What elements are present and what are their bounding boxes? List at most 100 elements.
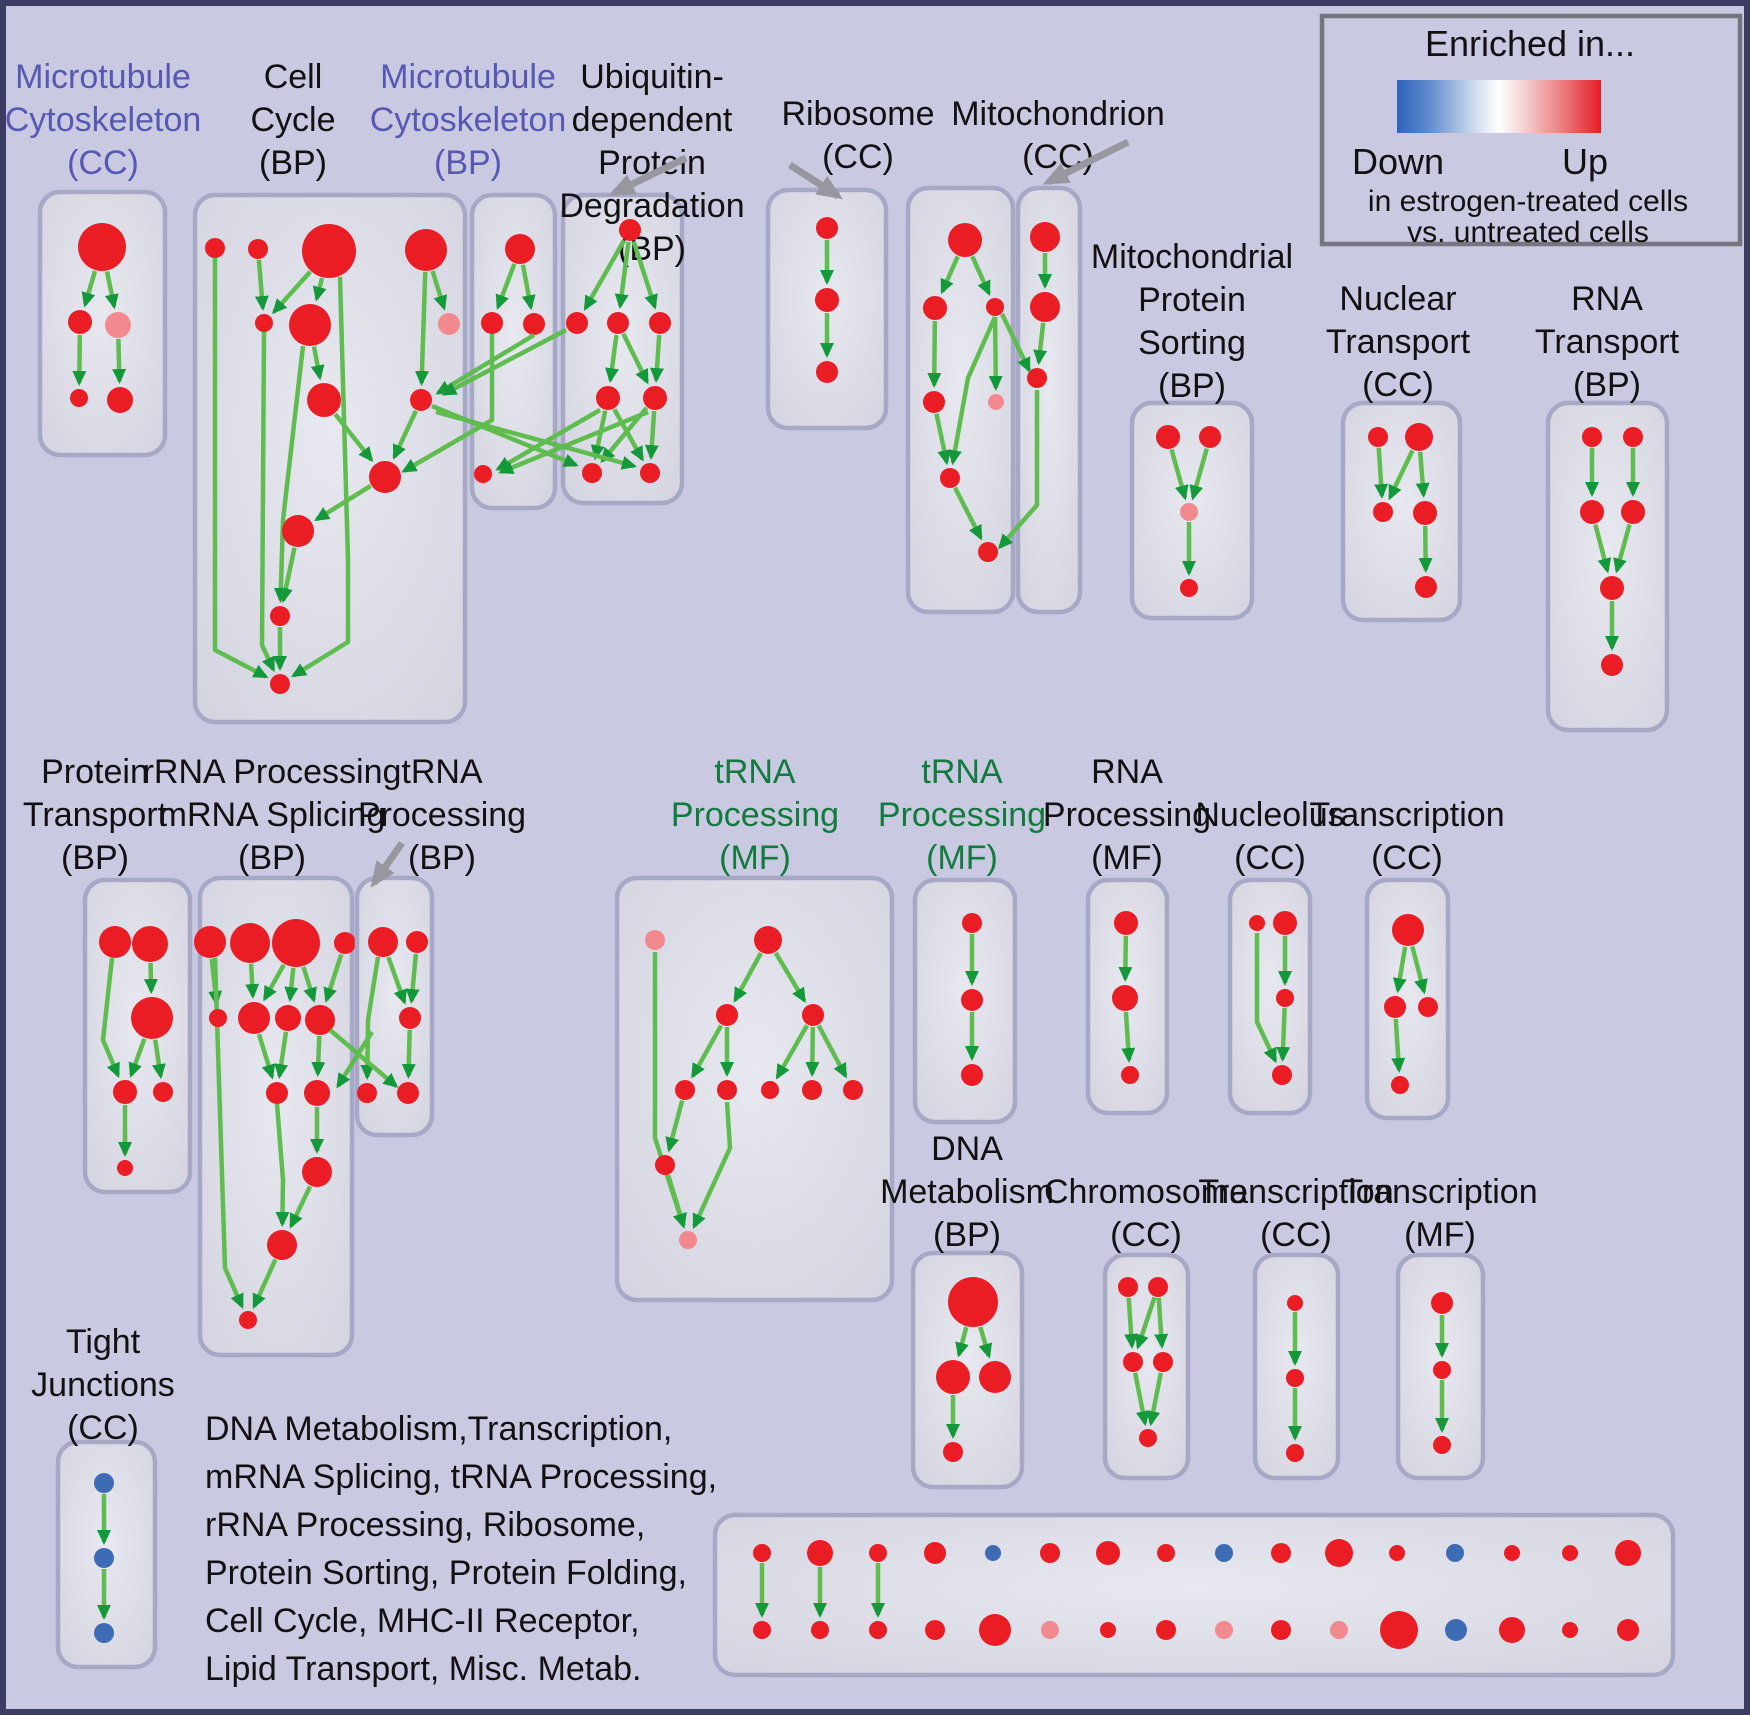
go-term-node bbox=[505, 234, 535, 264]
go-term-node bbox=[988, 394, 1004, 410]
edge bbox=[1410, 945, 1428, 995]
cluster-box bbox=[82, 877, 193, 1195]
cluster-label: (MF) bbox=[1404, 1216, 1476, 1254]
cluster-label: Chromosome bbox=[1044, 1173, 1248, 1211]
go-term-node bbox=[289, 304, 331, 346]
go-term-node bbox=[194, 926, 226, 958]
cluster-label: DNA bbox=[931, 1130, 1003, 1168]
go-term-node bbox=[940, 468, 960, 488]
cluster-label: tRNA bbox=[714, 753, 796, 791]
cluster-rna-processing-mf: RNA Processing (MF) bbox=[1043, 753, 1211, 1116]
go-term-node bbox=[1121, 1066, 1139, 1084]
cluster-box bbox=[1015, 185, 1083, 615]
go-term-node bbox=[369, 461, 401, 493]
go-term-node bbox=[754, 926, 782, 954]
edge bbox=[955, 1326, 969, 1358]
edge bbox=[1374, 447, 1389, 500]
edge bbox=[1124, 1297, 1139, 1350]
cluster-rna-transport-bp: RNA Transport (BP) bbox=[1535, 280, 1680, 733]
go-term-node bbox=[1271, 1620, 1291, 1640]
cluster-box bbox=[1340, 400, 1463, 623]
edge bbox=[441, 328, 568, 396]
edge bbox=[1121, 1011, 1136, 1064]
legend-subtitle: vs. untreated cells bbox=[1407, 216, 1649, 249]
go-term-node bbox=[266, 1082, 288, 1104]
cluster-label: (CC) bbox=[1110, 1216, 1182, 1254]
cluster-label: Mitochondrial bbox=[1091, 238, 1293, 276]
cluster-label: (BP) bbox=[61, 839, 129, 877]
go-term-node bbox=[1180, 579, 1198, 597]
go-term-node bbox=[649, 312, 671, 334]
go-term-node bbox=[1330, 1621, 1348, 1639]
go-term-node bbox=[802, 1080, 822, 1100]
go-term-node bbox=[869, 1621, 887, 1639]
go-term-node bbox=[105, 312, 131, 338]
edge bbox=[1189, 447, 1209, 501]
cluster-label: mRNA Splicing bbox=[159, 796, 386, 834]
go-term-node bbox=[307, 383, 341, 417]
go-term-node bbox=[1325, 1539, 1353, 1567]
go-term-node bbox=[1617, 1619, 1639, 1641]
edge bbox=[665, 1100, 685, 1153]
cluster-label: Ribosome bbox=[781, 95, 934, 133]
go-term-node bbox=[368, 927, 398, 957]
edge bbox=[386, 956, 407, 1005]
go-term-node bbox=[716, 1004, 738, 1026]
cluster-label: Cytoskeleton bbox=[370, 101, 567, 139]
edge bbox=[650, 334, 664, 384]
go-term-node bbox=[936, 1360, 970, 1394]
edge bbox=[112, 338, 127, 385]
cluster-label: (BP) bbox=[259, 144, 327, 182]
edge bbox=[940, 255, 960, 295]
cluster-label: RNA bbox=[1091, 753, 1163, 791]
go-term-node bbox=[94, 1548, 114, 1568]
go-term-node bbox=[1623, 427, 1643, 447]
go-term-node bbox=[1114, 911, 1138, 935]
go-term-node bbox=[948, 1277, 998, 1327]
edge bbox=[401, 1029, 416, 1080]
cluster-rrna-processing-mrna-splicing-bp: rRNA Processing mRNA Splicing (BP) bbox=[143, 753, 401, 1358]
go-term-node bbox=[406, 931, 428, 953]
cluster-microtubule-cytoskeleton-cc: Microtubule Cytoskeleton (CC) bbox=[5, 58, 201, 458]
go-term-node bbox=[302, 224, 356, 278]
go-term-node bbox=[961, 1064, 983, 1086]
edge bbox=[1387, 449, 1415, 501]
go-term-node bbox=[948, 223, 982, 257]
cluster-label: Transcription bbox=[1309, 796, 1504, 834]
cluster-protein-transport-bp: Protein Transport (BP) bbox=[23, 753, 193, 1195]
edge bbox=[805, 1026, 820, 1078]
cluster-label: Cycle bbox=[250, 101, 335, 139]
go-term-node bbox=[397, 1082, 419, 1104]
go-term-node bbox=[1615, 1540, 1641, 1566]
go-term-node bbox=[272, 919, 320, 967]
legend-gradient-bar bbox=[1397, 80, 1601, 133]
go-term-node bbox=[761, 1081, 779, 1099]
go-term-node bbox=[1582, 427, 1602, 447]
note-line: rRNA Processing, Ribosome, bbox=[205, 1506, 645, 1544]
cluster-trna-processing-bp: tRNA Processing (BP) bbox=[354, 753, 526, 1138]
go-term-node bbox=[1271, 1543, 1291, 1563]
cluster-label: dependent bbox=[572, 101, 733, 139]
cluster-misc-terms-strip bbox=[712, 1512, 1676, 1678]
edge bbox=[631, 240, 658, 310]
go-term-node bbox=[282, 515, 314, 547]
edge bbox=[256, 1033, 276, 1080]
cluster-label: Transport bbox=[1326, 323, 1471, 361]
go-term-node bbox=[1156, 1620, 1176, 1640]
go-term-node bbox=[1389, 1545, 1405, 1561]
go-term-node bbox=[1391, 1076, 1409, 1094]
cluster-label: (MF) bbox=[926, 839, 998, 877]
go-term-node bbox=[205, 238, 225, 258]
go-term-node bbox=[523, 313, 545, 335]
misc-terms-note: DNA Metabolism,Transcription, mRNA Splici… bbox=[205, 1410, 717, 1688]
go-term-node bbox=[1118, 1277, 1138, 1297]
edge bbox=[1276, 1007, 1291, 1063]
go-term-node bbox=[209, 1009, 227, 1027]
go-term-node bbox=[238, 1002, 270, 1034]
cluster-label: Ubiquitin- bbox=[580, 58, 724, 96]
go-term-node bbox=[405, 229, 447, 271]
callout-arrows bbox=[370, 138, 1130, 888]
edge bbox=[1415, 451, 1430, 499]
go-term-node bbox=[1384, 996, 1406, 1018]
edge bbox=[414, 271, 429, 387]
